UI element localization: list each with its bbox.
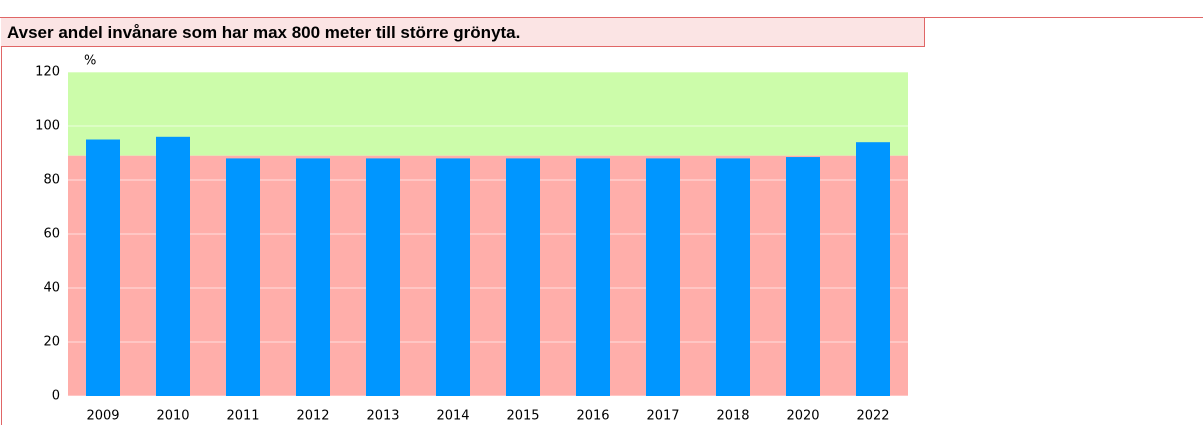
unit-label: % — [84, 54, 96, 69]
bar — [226, 158, 260, 396]
y-tick-label: 0 — [52, 389, 60, 404]
bar — [296, 158, 330, 396]
bar — [366, 158, 400, 396]
target-above-zone — [68, 72, 908, 156]
bar — [786, 157, 820, 396]
bar — [506, 158, 540, 396]
x-tick-label: 2014 — [436, 409, 469, 424]
frame-side — [1, 17, 2, 425]
x-tick-label: 2017 — [646, 409, 679, 424]
target-below-zone — [68, 155, 908, 396]
y-tick-label: 80 — [43, 173, 60, 188]
x-tick-label: 2020 — [786, 409, 819, 424]
y-tick-label: 20 — [43, 335, 60, 350]
x-tick-label: 2016 — [576, 409, 609, 424]
bar — [156, 136, 190, 397]
y-tick-label: 40 — [43, 281, 60, 296]
x-tick-label: 2012 — [296, 409, 329, 424]
y-tick-label: 100 — [35, 119, 60, 134]
bar — [576, 158, 610, 396]
x-tick-label: 2018 — [716, 409, 749, 424]
x-tick-label: 2015 — [506, 409, 539, 424]
bar — [86, 139, 120, 396]
y-tick-label: 120 — [35, 65, 60, 80]
bar — [646, 158, 680, 396]
header-title: Avser andel invånare som har max 800 met… — [1, 18, 925, 47]
x-tick-label: 2009 — [86, 409, 119, 424]
x-tick-label: 2011 — [226, 409, 259, 424]
x-tick-label: 2022 — [856, 409, 889, 424]
y-tick-label: 60 — [43, 227, 60, 242]
x-tick-label: 2013 — [366, 409, 399, 424]
frame — [0, 17, 1203, 426]
bar — [436, 158, 470, 396]
bar — [856, 142, 890, 396]
x-tick-label: 2010 — [156, 409, 189, 424]
bar — [716, 158, 750, 396]
